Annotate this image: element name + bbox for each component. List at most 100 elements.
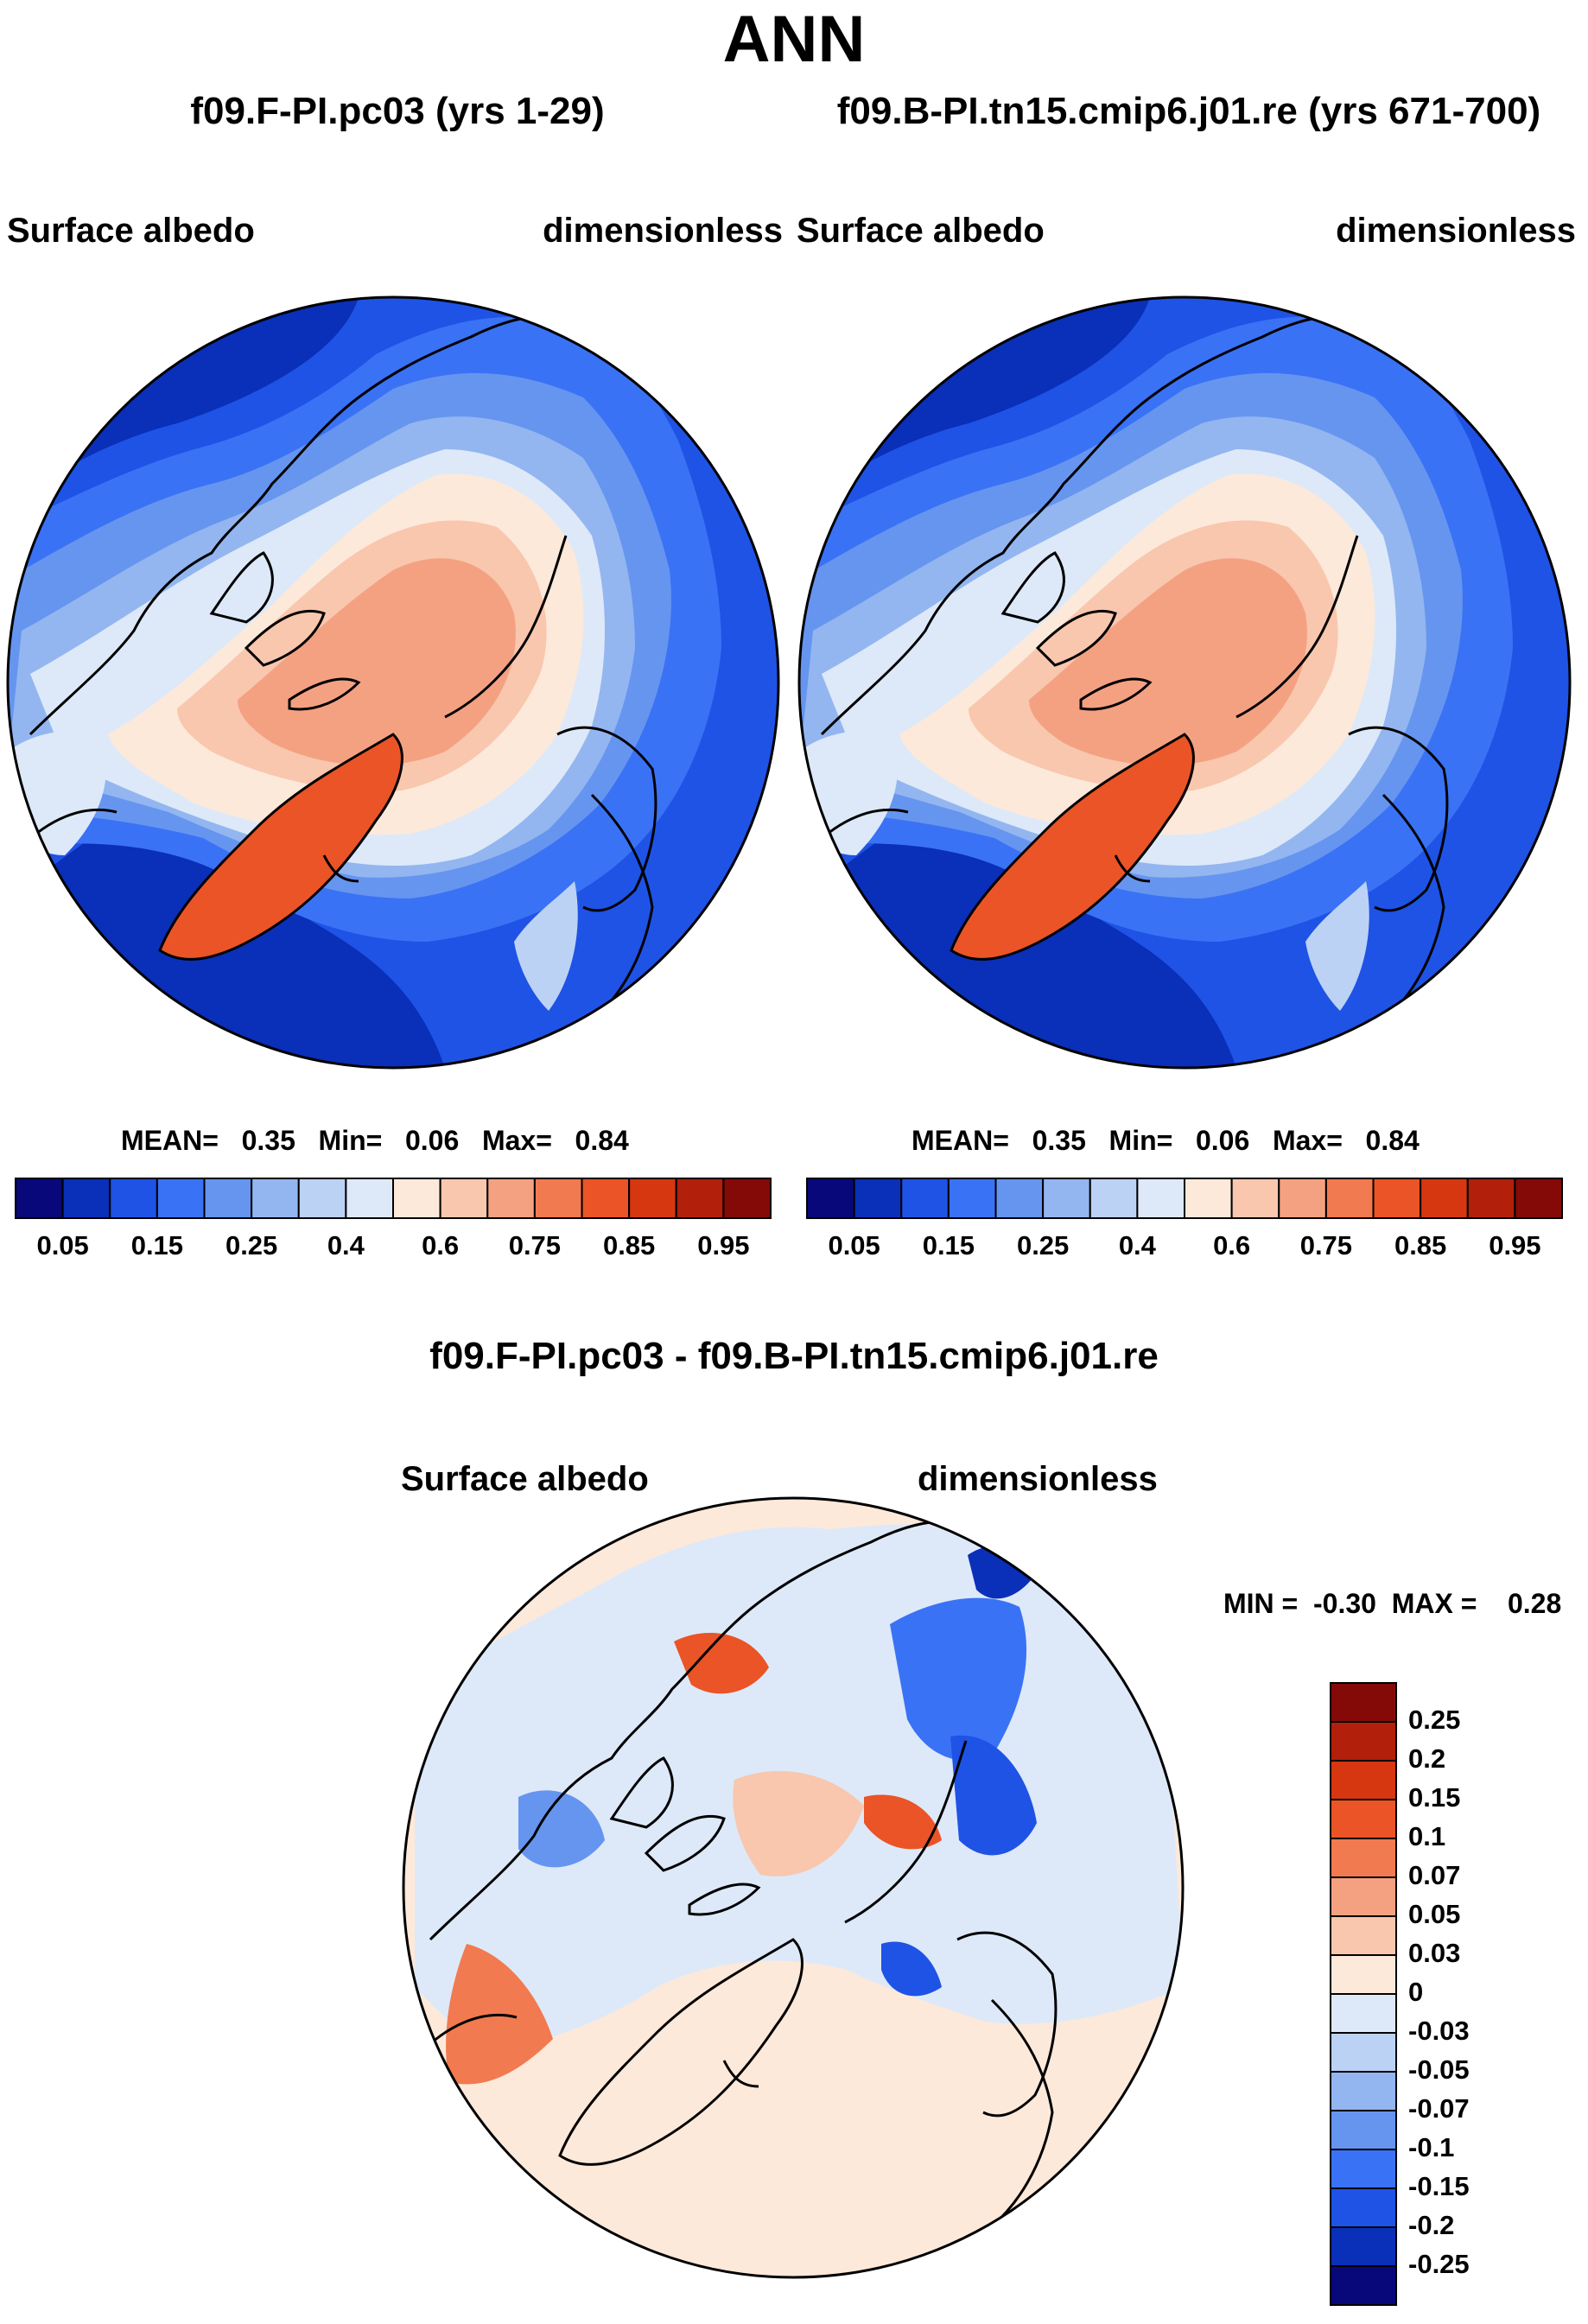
right-colorbar-swatch [1042,1178,1091,1219]
diff-colorbar-swatch [1330,1954,1397,1995]
right-colorbar-swatch [853,1178,903,1219]
left-colorbar-swatch [392,1178,441,1219]
diff-colorbar-swatch [1330,1799,1397,1839]
right-colorbar-swatch [1089,1178,1139,1219]
left-min-label: Min= [318,1125,383,1156]
diff-map [403,1498,1183,2277]
right-colorbar-swatch [1324,1178,1375,1219]
left-colorbar-swatch [581,1178,631,1219]
left-colorbar-tick-label: 0.95 [697,1230,750,1260]
right-colorbar-swatch [900,1178,950,1219]
diff-colorbar-swatch [1330,1682,1397,1723]
left-units-label: dimensionless [543,212,783,250]
diff-colorbar-swatch [1330,2110,1397,2150]
diff-min-value: -0.30 [1313,1588,1376,1619]
right-colorbar-swatch [1466,1178,1516,1219]
diff-colorbar-swatch [1330,2071,1397,2111]
diff-max-value: 0.28 [1507,1588,1562,1619]
left-colorbar-swatch [109,1178,158,1219]
left-colorbar-swatch [533,1178,583,1219]
left-colorbar-swatch [722,1178,772,1219]
right-colorbar-tick-label: 0.4 [1118,1230,1156,1260]
diff-run-title: f09.F-PI.pc03 - f09.B-PI.tn15.cmip6.j01.… [429,1335,1159,1377]
right-colorbar-swatch [947,1178,997,1219]
left-colorbar-swatch [61,1178,111,1219]
figure-title: ANN [722,3,866,76]
left-colorbar [15,1178,772,1219]
right-mean-label: MEAN= [912,1125,1009,1156]
right-colorbar-swatch [1184,1178,1233,1219]
left-max-label: Max= [481,1125,552,1156]
right-colorbar-swatch [1136,1178,1185,1219]
diff-colorbar-tick-label: 0.25 [1408,1705,1461,1735]
diff-colorbar-tick-label: 0.15 [1408,1782,1461,1813]
left-colorbar-swatch [15,1178,64,1219]
left-mean-value: 0.35 [241,1125,295,1156]
diff-colorbar-swatch [1330,1993,1397,2034]
right-colorbar-tick-label: 0.95 [1489,1230,1541,1260]
right-colorbar-tick-label: 0.05 [828,1230,880,1260]
left-colorbar-swatch [251,1178,300,1219]
right-max-value: 0.84 [1365,1125,1420,1156]
left-colorbar-tick-label: 0.15 [130,1230,184,1260]
diff-colorbar-swatch [1330,2032,1397,2073]
left-stats: MEAN= 0.35 Min= 0.06 Max= 0.84 [121,1125,629,1157]
right-colorbar-tick-label: 0.15 [922,1230,975,1260]
left-map [8,297,778,1068]
right-stats: MEAN= 0.35 Min= 0.06 Max= 0.84 [912,1125,1420,1157]
left-colorbar-tick-label: 0.75 [508,1230,562,1260]
right-colorbar [806,1178,1563,1219]
diff-min-label: MIN = [1223,1588,1299,1619]
diff-colorbar-swatch [1330,2265,1397,2306]
diff-colorbar-tick-label: 0 [1408,1977,1424,2007]
right-min-value: 0.06 [1195,1125,1250,1156]
right-colorbar-swatch [994,1178,1045,1219]
diff-colorbar-tick-label: 0.2 [1408,1743,1446,1774]
left-run-title: f09.F-PI.pc03 (yrs 1-29) [190,90,605,132]
diff-colorbar-tick-label: -0.15 [1408,2171,1470,2201]
diff-colorbar-tick-label: -0.07 [1408,2093,1470,2124]
diff-max-label: MAX = [1391,1588,1477,1619]
diff-colorbar-tick-label: 0.03 [1408,1938,1461,1968]
right-units-label: dimensionless [1336,212,1576,250]
diff-stats: MIN = -0.30 MAX = 0.28 [1223,1588,1561,1620]
right-colorbar-swatch [1230,1178,1280,1219]
left-variable-label: Surface albedo [7,212,255,250]
right-colorbar-swatch [1514,1178,1563,1219]
right-variable-label: Surface albedo [797,212,1045,250]
diff-colorbar-tick-label: 0.07 [1408,1860,1461,1890]
diff-colorbar-swatch [1330,1760,1397,1800]
left-colorbar-tick-label: 0.85 [602,1230,656,1260]
left-colorbar-swatch [675,1178,725,1219]
diff-colorbar-tick-label: 0.05 [1408,1899,1461,1929]
left-max-value: 0.84 [575,1125,629,1156]
diff-colorbar-swatch [1330,1876,1397,1917]
right-min-label: Min= [1108,1125,1173,1156]
diff-map-border [402,1496,1185,2279]
right-colorbar-tick-label: 0.75 [1299,1230,1353,1260]
right-colorbar-swatch [1420,1178,1469,1219]
left-colorbar-swatch [156,1178,206,1219]
right-colorbar-swatch [1278,1178,1327,1219]
diff-colorbar-swatch [1330,2187,1397,2228]
right-map [799,297,1570,1068]
left-colorbar-swatch [345,1178,394,1219]
left-colorbar-swatch [297,1178,347,1219]
diff-units-label: dimensionless [918,1460,1158,1498]
left-min-value: 0.06 [404,1125,460,1156]
right-map-border [797,295,1572,1070]
diff-colorbar-tick-label: -0.05 [1408,2054,1470,2085]
right-colorbar-swatch [1372,1178,1422,1219]
diff-colorbar-tick-label: -0.1 [1408,2132,1455,2162]
diff-colorbar-tick-label: -0.2 [1408,2210,1455,2240]
diff-variable-label: Surface albedo [401,1460,649,1498]
left-map-border [6,295,780,1070]
right-colorbar-swatch [806,1178,855,1219]
diff-colorbar-tick-label: 0.1 [1408,1821,1446,1851]
diff-colorbar-swatch [1330,1721,1397,1762]
left-mean-label: MEAN= [121,1125,219,1156]
left-colorbar-swatch [203,1178,253,1219]
left-colorbar-swatch [439,1178,489,1219]
diff-colorbar [1330,1682,1397,2306]
